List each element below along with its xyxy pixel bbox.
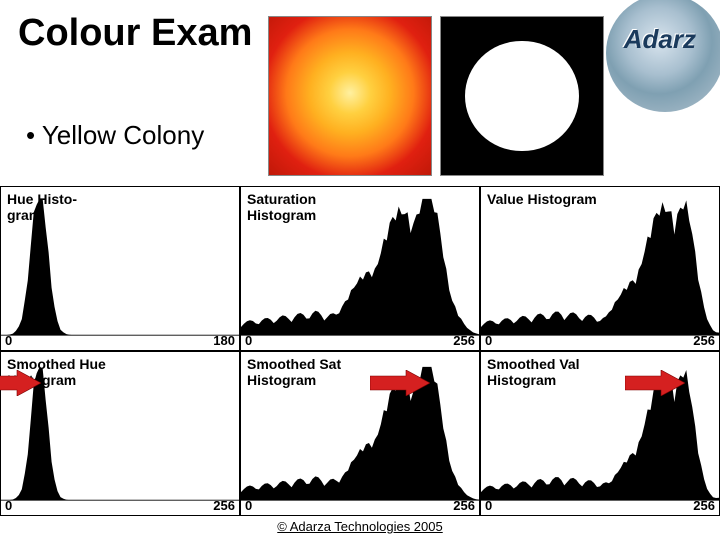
histogram-label: Smoothed Val Histogram <box>487 356 607 388</box>
axis-max: 256 <box>213 498 235 513</box>
axis-min: 0 <box>485 333 492 348</box>
axis-min: 0 <box>5 498 12 513</box>
histogram-label: Value Histogram <box>487 191 597 207</box>
histogram-cell: Smoothed Val Histogram 0 256 <box>480 351 720 516</box>
page-title: Colour Exam <box>18 12 252 55</box>
axis-max: 180 <box>213 333 235 348</box>
histogram-grid: Hue Histo-gram0180Saturation Histogram02… <box>0 186 720 516</box>
axis-max: 256 <box>693 333 715 348</box>
histogram-cell: Hue Histo-gram 0 180 <box>0 186 240 351</box>
histogram-label: Saturation Histogram <box>247 191 367 223</box>
histogram-cell: Smoothed HueHistogram0256 <box>0 351 240 516</box>
histogram-cell: Value Histogram 0 256 <box>480 186 720 351</box>
histogram-row: Hue Histo-gram0180Saturation Histogram02… <box>0 186 720 351</box>
logo-sphere <box>606 0 720 112</box>
axis-max: 256 <box>693 498 715 513</box>
histogram-svg <box>481 187 719 350</box>
peak-arrow-icon <box>625 370 685 396</box>
bullet-text: • Yellow Colony <box>26 120 204 151</box>
footer-copyright: © Adarza Technologies 2005 <box>0 519 720 534</box>
histogram-label: Smoothed Sat Histogram <box>247 356 367 388</box>
axis-min: 0 <box>485 498 492 513</box>
mask-circle <box>465 41 578 152</box>
axis-min: 0 <box>5 333 12 348</box>
axis-min: 0 <box>245 333 252 348</box>
histogram-row: Smoothed HueHistogram0256Smoothed Sat Hi… <box>0 351 720 516</box>
logo: Adarz <box>606 0 720 114</box>
logo-text: Adarz <box>624 24 696 55</box>
histogram-label: Hue Histo-gram <box>7 191 77 223</box>
axis-max: 256 <box>453 498 475 513</box>
mask-image <box>440 16 604 176</box>
histogram-cell: Smoothed Sat Histogram 0 256 <box>240 351 480 516</box>
peak-arrow-icon <box>370 370 430 396</box>
histogram-cell: Saturation Histogram 0 256 <box>240 186 480 351</box>
peak-arrow-icon <box>0 370 41 396</box>
axis-max: 256 <box>453 333 475 348</box>
colony-image <box>268 16 432 176</box>
axis-min: 0 <box>245 498 252 513</box>
